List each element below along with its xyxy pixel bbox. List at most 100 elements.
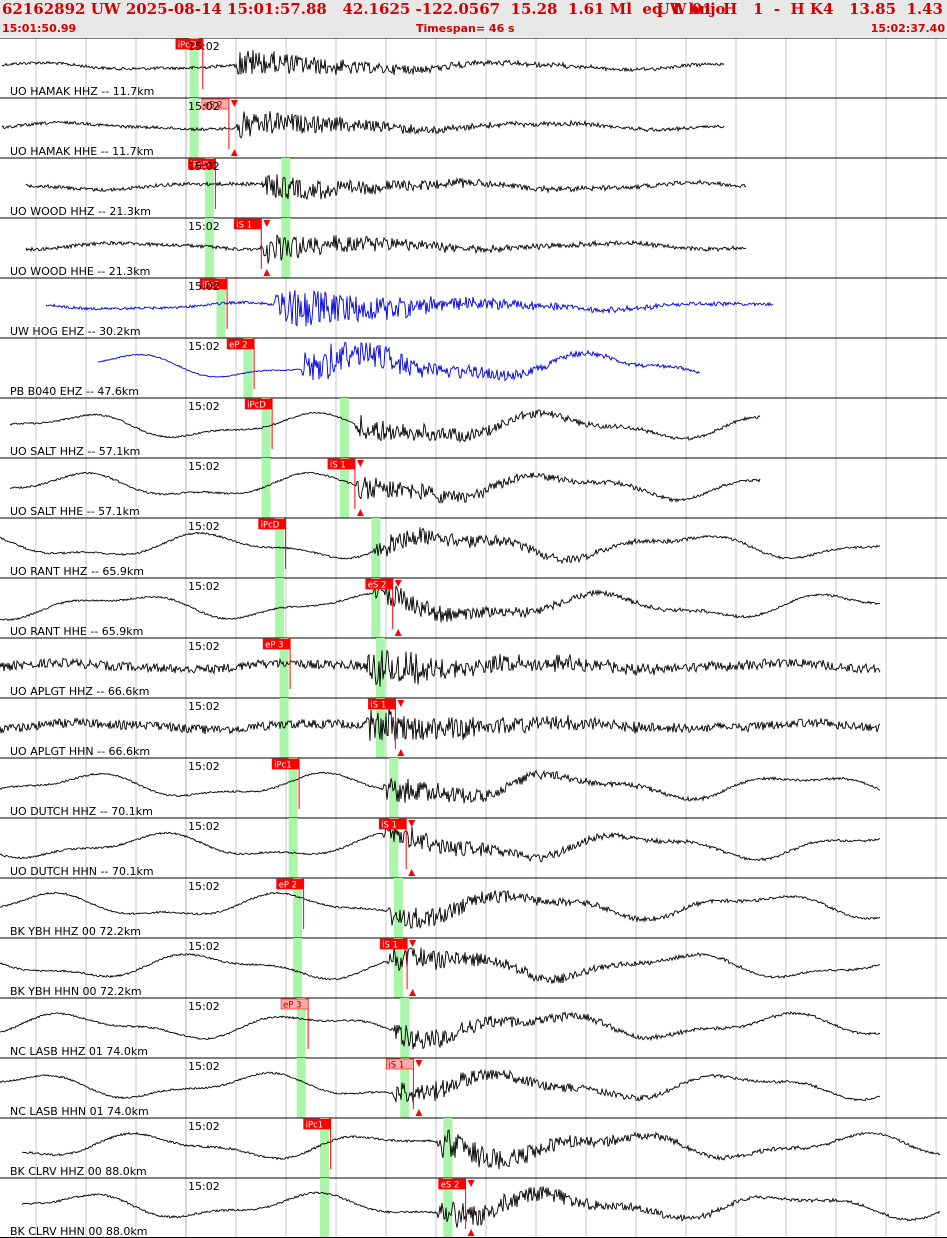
phase-window — [296, 998, 306, 1058]
phase-window — [393, 878, 403, 938]
trace-row: iS 1 15:02 UO APLGT HHN -- 66.6km — [0, 697, 947, 758]
pick-marker — [263, 269, 271, 276]
seismogram-trace — [9, 471, 761, 504]
pick-label: eP 2 — [279, 881, 297, 891]
seismogram-trace — [21, 1129, 941, 1170]
trace-row: iPc1 15:02 UO DUTCH HHZ -- 70.1km — [0, 757, 947, 818]
trace-row: iS 1 15:02 NC LASB HHN 01 74.0km — [0, 1057, 947, 1118]
trace-row: iS 1 15:02 UO DUTCH HHN -- 70.1km — [0, 817, 947, 878]
phase-window — [204, 158, 214, 218]
trace-row: iS 1 15:02 UO WOOD HHE -- 21.3km — [0, 217, 947, 278]
time-tick-label: 15:02 — [188, 700, 220, 713]
seismogram-trace — [9, 409, 761, 444]
pick-marker — [397, 700, 405, 707]
pick-marker — [467, 1180, 475, 1187]
channel-label: PB B040 EHZ -- 47.6km — [10, 385, 139, 398]
phase-window — [375, 638, 385, 698]
phase-window — [204, 218, 214, 278]
trace-row: eP 3 15:02 UO APLGT HHZ -- 66.6km — [0, 637, 947, 698]
channel-label: BK YBH HHZ 00 72.2km — [10, 925, 141, 938]
time-tick-label: 15:02 — [188, 280, 220, 293]
end-time: 15:02:37.40 — [870, 22, 945, 35]
pick-marker — [408, 869, 416, 876]
channel-label: UO WOOD HHZ -- 21.3km — [10, 205, 151, 218]
pick-label: eP 2 — [229, 341, 247, 351]
phase-window — [389, 818, 399, 878]
trace-row: eP 2 15:02 BK YBH HHZ 00 72.2km — [0, 877, 947, 938]
phase-window — [443, 1178, 453, 1238]
pick-flag — [234, 218, 262, 230]
pick-marker — [263, 220, 271, 227]
seismogram-trace — [0, 947, 880, 985]
pick-info: UW 01 H 1 - H K4 13.85 1.43 — [656, 0, 943, 18]
trace-row: eS 2 15:02 UO RANT HHE -- 65.9km — [0, 577, 947, 638]
pick-flag — [368, 698, 396, 710]
pick-marker — [397, 749, 405, 756]
channel-label: UO HAMAK HHZ -- 11.7km — [10, 85, 154, 98]
seismogram-trace — [45, 289, 774, 327]
pick-flag — [365, 578, 394, 590]
pick-marker — [415, 1109, 423, 1116]
seismogram-trace — [0, 581, 881, 623]
pick-marker — [415, 1060, 423, 1067]
phase-window — [216, 278, 226, 338]
seismogram-trace — [0, 527, 881, 565]
pick-marker — [394, 580, 402, 587]
pick-label: iPcD — [261, 521, 280, 531]
pick-flag — [271, 758, 300, 770]
phase-window — [443, 1118, 453, 1178]
trace-row: iS 1 15:02 UO SALT HHE -- 57.1km — [0, 457, 947, 518]
trace-row: eP 2 15:02 PB B040 EHZ -- 47.6km — [0, 337, 947, 398]
phase-window — [320, 1178, 330, 1238]
trace-row: iS 1 15:02 BK YBH HHN 00 72.2km — [0, 937, 947, 998]
time-tick-label: 15:02 — [188, 820, 220, 833]
pick-label: iPc1 — [202, 281, 220, 291]
phase-window — [339, 398, 349, 458]
channel-label: BK CLRV HHN 00 88.0km — [10, 1225, 147, 1238]
time-tick-label: 15:02 — [188, 340, 220, 353]
phase-window — [243, 338, 253, 398]
trace-row: iPcD 15:02 UO RANT HHZ -- 65.9km — [0, 517, 947, 578]
pick-label: iS 1 — [382, 941, 398, 951]
trace-row: iPcD 15:02 UO SALT HHZ -- 57.1km — [0, 397, 947, 458]
pick-flag — [280, 998, 309, 1010]
phase-window — [400, 998, 410, 1058]
phase-window — [189, 98, 199, 158]
pick-marker — [409, 989, 417, 996]
channel-label: UO APLGT HHN -- 66.6km — [10, 745, 150, 758]
pick-label: iPcD — [247, 401, 266, 411]
trace-row: eS 215:02 UO HAMAK HHE -- 11.7km — [0, 97, 947, 158]
time-tick-label: 15:02 — [188, 640, 220, 653]
time-tick-label: 15:02 — [188, 1000, 220, 1013]
time-tick-label: 15:02 — [188, 520, 220, 533]
seismogram-trace — [21, 1186, 941, 1228]
channel-label: UO DUTCH HHN -- 70.1km — [10, 865, 154, 878]
time-tick-label: 15:02 — [188, 580, 220, 593]
channel-label: UO WOOD HHE -- 21.3km — [10, 265, 150, 278]
phase-window — [189, 38, 199, 98]
pick-flag — [303, 1118, 331, 1130]
pick-flag — [379, 938, 408, 950]
pick-flag — [244, 398, 273, 410]
pick-label: iS 1 — [381, 821, 397, 831]
trace-row: eS 2 15:02 BK CLRV HHN 00 88.0km — [0, 1177, 947, 1238]
pick-label: iPcD — [190, 161, 209, 171]
seismogram-trace — [25, 174, 747, 201]
pick-flag — [438, 1178, 466, 1190]
pick-marker — [408, 820, 416, 827]
timespan-label: Timespan= 46 s — [416, 22, 515, 35]
seismogram-trace — [0, 889, 881, 929]
pick-flag — [201, 98, 230, 110]
channel-label: UO RANT HHE -- 65.9km — [10, 625, 143, 638]
seismogram-trace — [0, 1011, 881, 1050]
channel-label: BK CLRV HHZ 00 88.0km — [10, 1165, 147, 1178]
time-tick-label: 15:02 — [188, 220, 220, 233]
time-tick-label: 15:02 — [188, 460, 220, 473]
phase-window — [293, 878, 303, 938]
channel-label: UW HOG EHZ -- 30.2km — [10, 325, 141, 338]
pick-label: eS 2 — [441, 1181, 460, 1191]
